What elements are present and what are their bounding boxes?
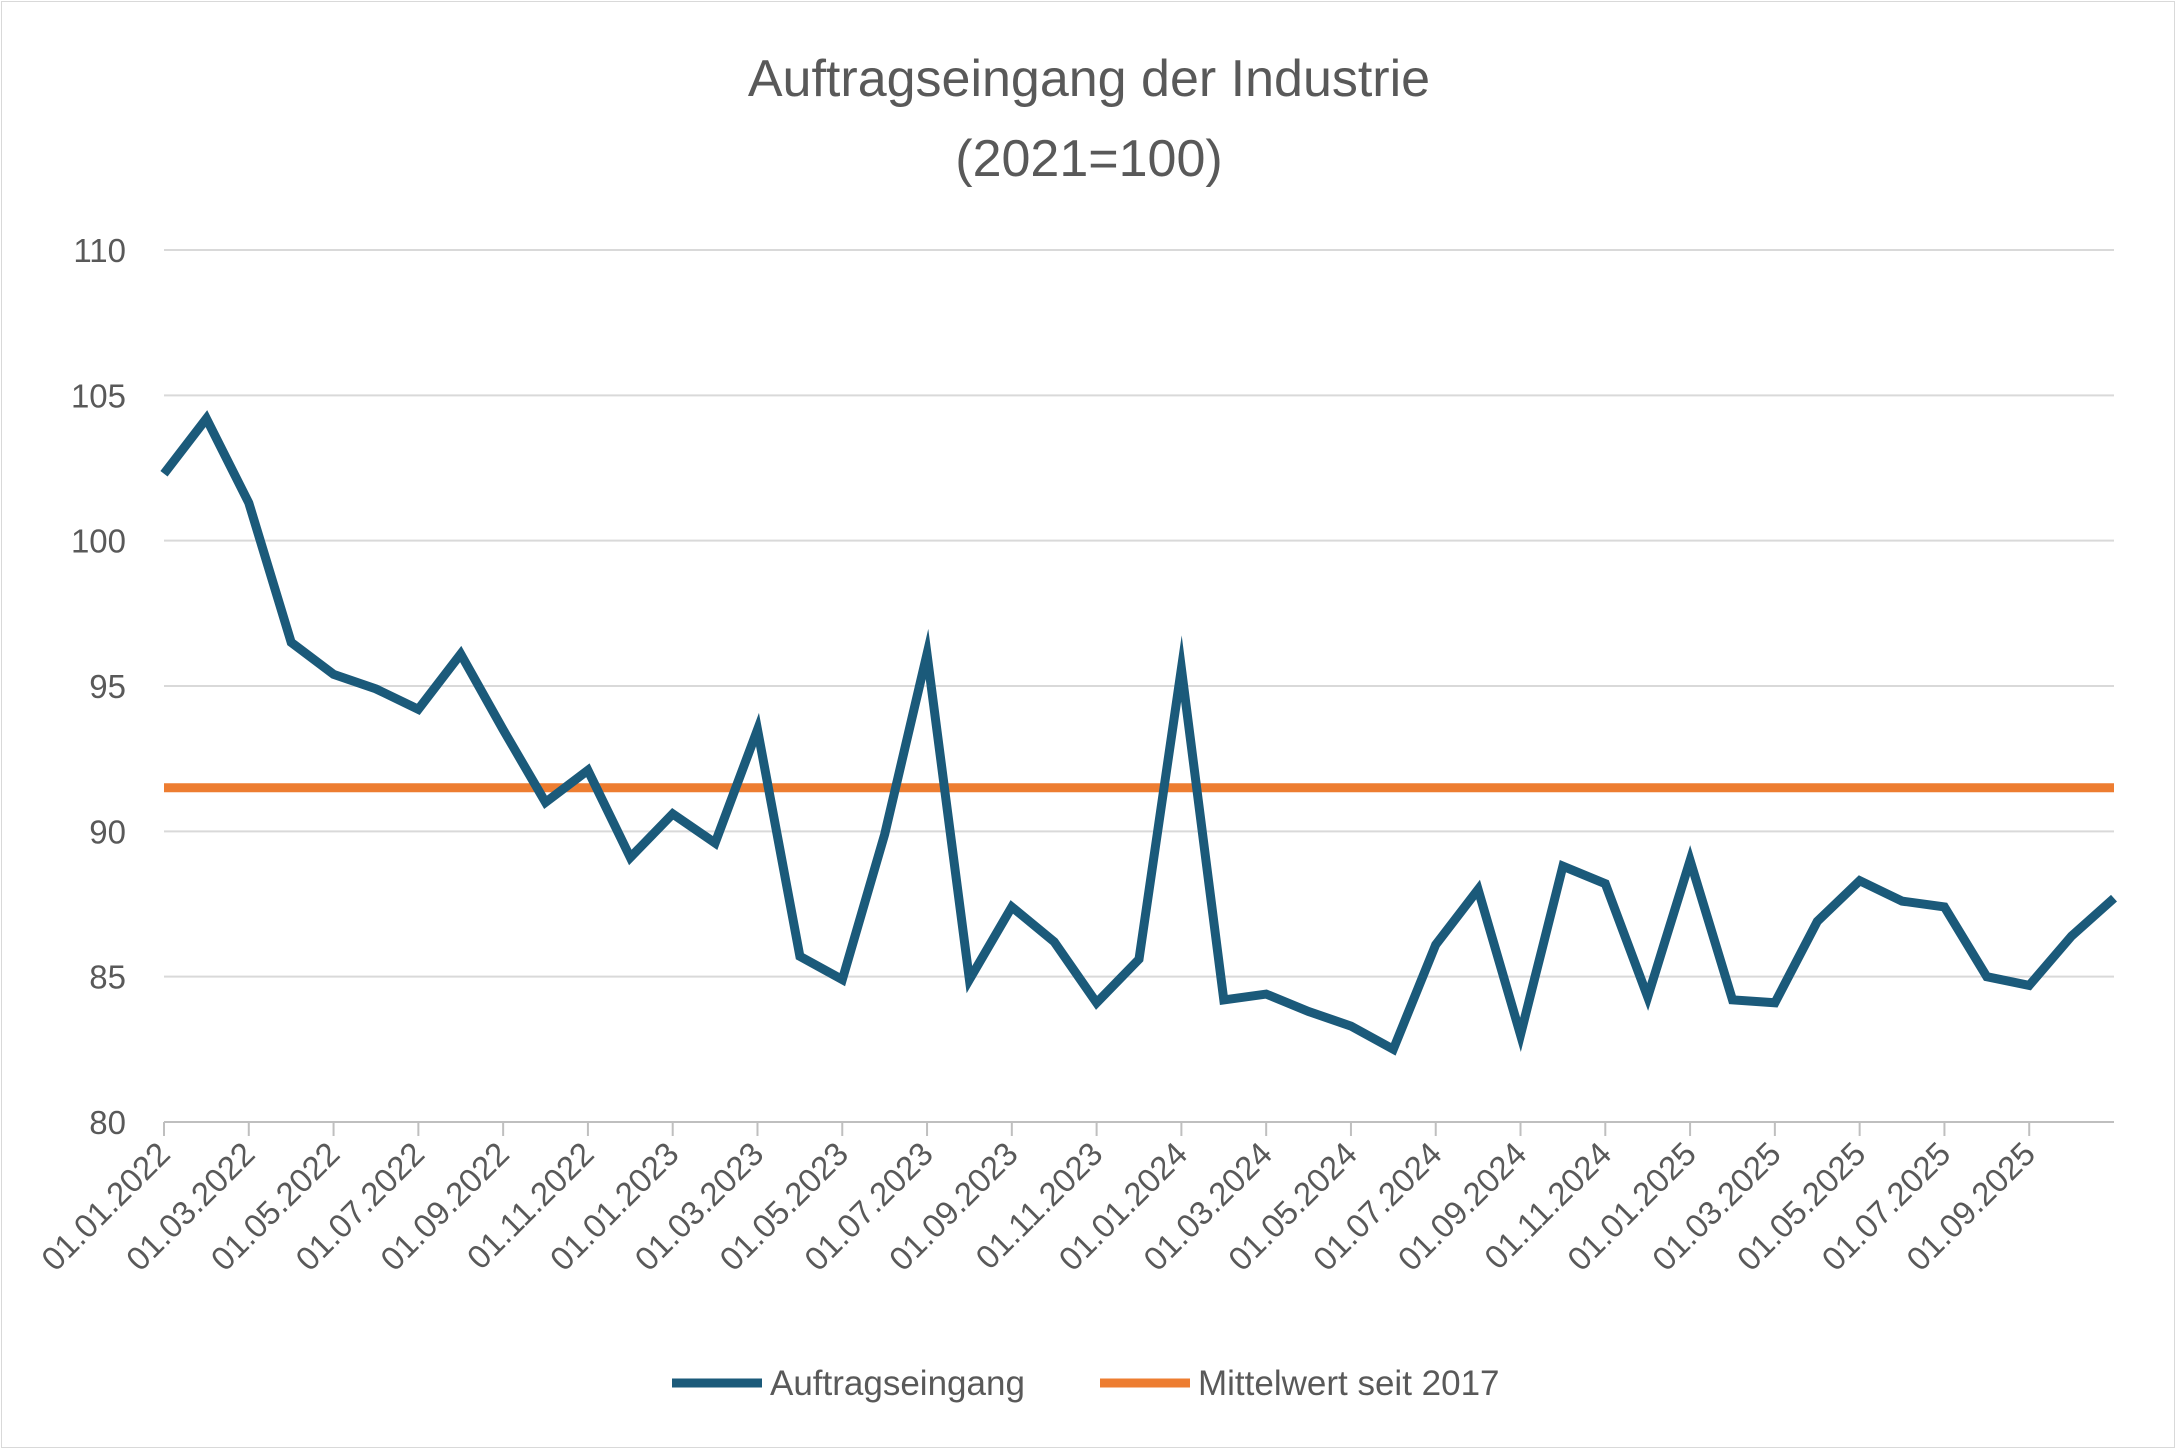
y-tick-label: 105 — [71, 377, 126, 414]
y-tick-label: 95 — [89, 668, 126, 705]
y-tick-label: 90 — [89, 813, 126, 850]
legend-label-auftragseingang: Auftragseingang — [770, 1364, 1025, 1403]
gridlines — [164, 249, 2114, 978]
legend-label-mittelwert: Mittelwert seit 2017 — [1198, 1364, 1500, 1403]
y-tick-label: 100 — [71, 523, 126, 560]
chart-title-line-2: (2021=100) — [955, 130, 1222, 188]
legend: Auftragseingang Mittelwert seit 2017 — [672, 1364, 1500, 1403]
y-tick-label: 85 — [89, 959, 126, 996]
chart-title-line-1: Auftragseingang der Industrie — [748, 50, 1430, 108]
y-tick-label: 80 — [89, 1104, 126, 1141]
x-axis: 01.01.202201.03.202201.05.202201.07.2022… — [34, 1121, 2114, 1278]
y-axis: 80 85 90 95 100 105 110 — [71, 232, 126, 1141]
series-layer — [160, 410, 2117, 1056]
series-line-auftragseingang — [160, 410, 2117, 1056]
y-tick-label: 110 — [73, 232, 126, 269]
